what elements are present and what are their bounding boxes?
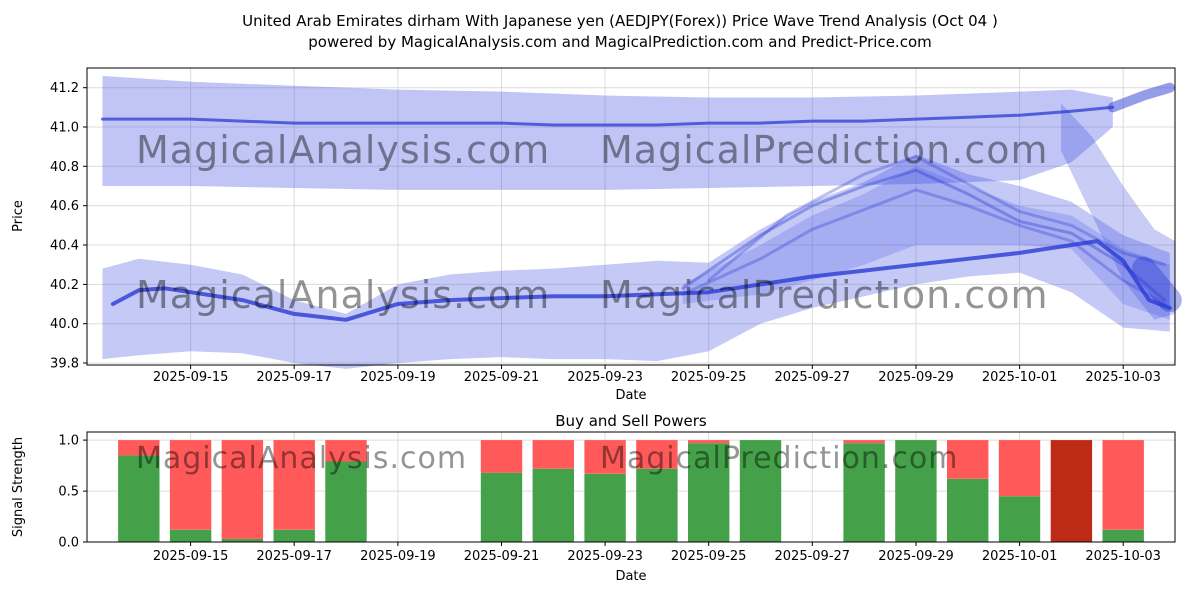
sell-power-bar bbox=[636, 440, 678, 469]
x-tick-label: 2025-09-27 bbox=[775, 370, 851, 385]
x-tick-label: 2025-09-23 bbox=[567, 549, 643, 564]
sell-power-bar bbox=[169, 440, 212, 530]
sell-power-bar bbox=[273, 440, 315, 530]
buy-power-bar bbox=[843, 443, 885, 542]
price-xaxis-label: Date bbox=[615, 388, 646, 403]
sell-power-bar bbox=[584, 440, 626, 474]
buy-power-bar bbox=[584, 473, 626, 542]
sell-power-bar bbox=[532, 440, 574, 469]
y-tick-label: 41.2 bbox=[50, 81, 79, 96]
y-tick-label: 39.8 bbox=[50, 357, 79, 372]
x-tick-label: 2025-09-27 bbox=[775, 549, 851, 564]
price-yaxis-label: Price bbox=[11, 200, 26, 232]
y-tick-label: 40.8 bbox=[50, 160, 79, 175]
y-tick-label: 40.4 bbox=[50, 239, 79, 254]
price-wave-band bbox=[102, 75, 1113, 190]
watermark-text: MagicalAnalysis.com bbox=[136, 441, 467, 476]
sell-power-bar bbox=[947, 440, 989, 479]
y-tick-label: 0.0 bbox=[58, 536, 79, 551]
axes-frame bbox=[86, 431, 1176, 543]
sell-power-bar bbox=[843, 440, 885, 444]
sell-power-bar bbox=[1102, 440, 1144, 530]
buy-power-bar bbox=[998, 496, 1041, 542]
buy-sell-chart-title: Buy and Sell Powers bbox=[555, 412, 707, 430]
sell-power-bar bbox=[688, 440, 730, 444]
buy-power-bar bbox=[325, 461, 367, 542]
buy-power-bar bbox=[273, 529, 315, 542]
y-tick-label: 0.5 bbox=[58, 485, 79, 500]
y-tick-label: 41.0 bbox=[50, 121, 79, 136]
buy-power-bar bbox=[480, 472, 523, 542]
price-wave-band bbox=[682, 166, 1170, 320]
watermark-text: MagicalPrediction.com bbox=[600, 441, 959, 476]
price-trend-line bbox=[707, 155, 1167, 282]
price-trend-line bbox=[681, 188, 1167, 306]
signal-xaxis-label: Date bbox=[615, 569, 646, 584]
figure-title-line1: United Arab Emirates dirham With Japanes… bbox=[242, 12, 998, 30]
x-tick-label: 2025-09-15 bbox=[153, 370, 229, 385]
x-tick-label: 2025-10-01 bbox=[982, 549, 1058, 564]
watermark-text: MagicalAnalysis.com bbox=[136, 128, 550, 172]
buy-power-bar bbox=[532, 468, 574, 542]
price-trend-line bbox=[1107, 82, 1175, 113]
price-wave-band bbox=[102, 154, 1170, 369]
x-tick-label: 2025-09-25 bbox=[671, 549, 747, 564]
x-tick-label: 2025-09-25 bbox=[671, 370, 747, 385]
x-tick-label: 2025-10-03 bbox=[1085, 549, 1161, 564]
x-tick-label: 2025-09-29 bbox=[878, 370, 954, 385]
x-tick-label: 2025-09-23 bbox=[567, 370, 643, 385]
price-trend-line bbox=[681, 168, 1167, 302]
watermark-text: MagicalPrediction.com bbox=[600, 128, 1049, 172]
y-tick-label: 40.0 bbox=[50, 317, 79, 332]
sell-power-bar bbox=[221, 440, 264, 539]
buy-power-bar bbox=[636, 468, 678, 542]
x-tick-label: 2025-09-19 bbox=[360, 370, 436, 385]
x-tick-label: 2025-09-21 bbox=[464, 549, 540, 564]
buy-power-bar bbox=[895, 440, 937, 542]
x-tick-label: 2025-09-21 bbox=[464, 370, 540, 385]
price-wave-band bbox=[1061, 103, 1175, 320]
price-trend-line bbox=[110, 239, 1172, 322]
signal-yaxis-label: Signal Strength bbox=[11, 437, 26, 537]
axes-frame bbox=[86, 67, 1176, 366]
sell-power-bar bbox=[998, 440, 1041, 497]
buy-power-bar bbox=[221, 538, 264, 542]
buy-power-bar bbox=[947, 478, 989, 542]
buy-power-bar bbox=[688, 443, 730, 542]
sell-power-bar bbox=[1050, 440, 1093, 542]
buy-power-bar bbox=[739, 440, 782, 542]
price-trend-line bbox=[101, 105, 1115, 127]
price-wave-chart: 2025-09-15 2025-09-17 2025-09-19 2025-09-21… bbox=[50, 67, 1182, 385]
y-tick-label: 1.0 bbox=[58, 434, 79, 449]
x-tick-label: 2025-10-01 bbox=[982, 370, 1058, 385]
watermark-text: MagicalAnalysis.com bbox=[136, 273, 550, 317]
buy-sell-powers-chart: 2025-09-15 2025-09-17 2025-09-19 2025-09-21… bbox=[58, 431, 1176, 564]
x-tick-label: 2025-09-17 bbox=[256, 549, 332, 564]
x-tick-label: 2025-09-15 bbox=[153, 549, 229, 564]
sell-power-bar bbox=[325, 440, 367, 462]
buy-power-bar bbox=[118, 455, 160, 542]
x-tick-label: 2025-09-29 bbox=[878, 549, 954, 564]
sell-power-bar bbox=[118, 440, 160, 456]
x-tick-label: 2025-09-17 bbox=[256, 370, 332, 385]
sell-power-bar bbox=[480, 440, 523, 473]
figure-title-line2: powered by MagicalAnalysis.com and Magic… bbox=[308, 33, 932, 51]
price-trend-line bbox=[1131, 256, 1182, 313]
y-tick-label: 40.6 bbox=[50, 199, 79, 214]
watermark-text: MagicalPrediction.com bbox=[600, 273, 1049, 317]
x-tick-label: 2025-10-03 bbox=[1085, 370, 1161, 385]
buy-power-bar bbox=[169, 529, 212, 542]
x-tick-label: 2025-09-19 bbox=[360, 549, 436, 564]
y-tick-label: 40.2 bbox=[50, 278, 79, 293]
buy-power-bar bbox=[1102, 529, 1144, 542]
